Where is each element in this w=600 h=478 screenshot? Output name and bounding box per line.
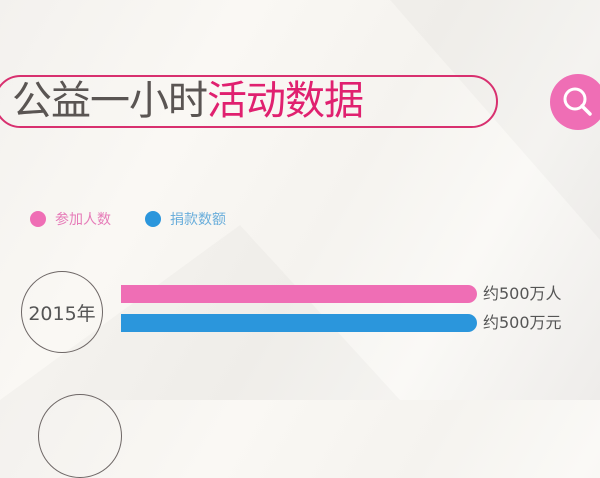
data-label-donations: 约500万元 — [483, 313, 562, 332]
legend-label: 捐款数额 — [170, 212, 226, 228]
next-year-badge — [38, 394, 122, 478]
year-badge: 2015年 — [21, 271, 103, 353]
legend-label: 参加人数 — [55, 212, 111, 228]
title-part1: 公益一小时 — [12, 78, 208, 124]
data-label-participants: 约500万人 — [483, 284, 562, 303]
legend-dot — [30, 211, 46, 227]
title-part2: 活动数据 — [207, 78, 364, 124]
bar-participants-2015 — [121, 285, 477, 303]
title-frame — [0, 75, 498, 128]
search-icon — [563, 87, 592, 116]
bar-donations-2015 — [121, 314, 477, 332]
legend-dot — [145, 211, 161, 227]
year-label: 2015年 — [28, 302, 96, 325]
search-button[interactable] — [550, 74, 600, 130]
legend-item-participants: 参加人数 — [30, 209, 111, 229]
page-title: 公益一小时活动数据 — [12, 76, 364, 126]
legend-item-donations: 捐款数额 — [145, 209, 226, 229]
